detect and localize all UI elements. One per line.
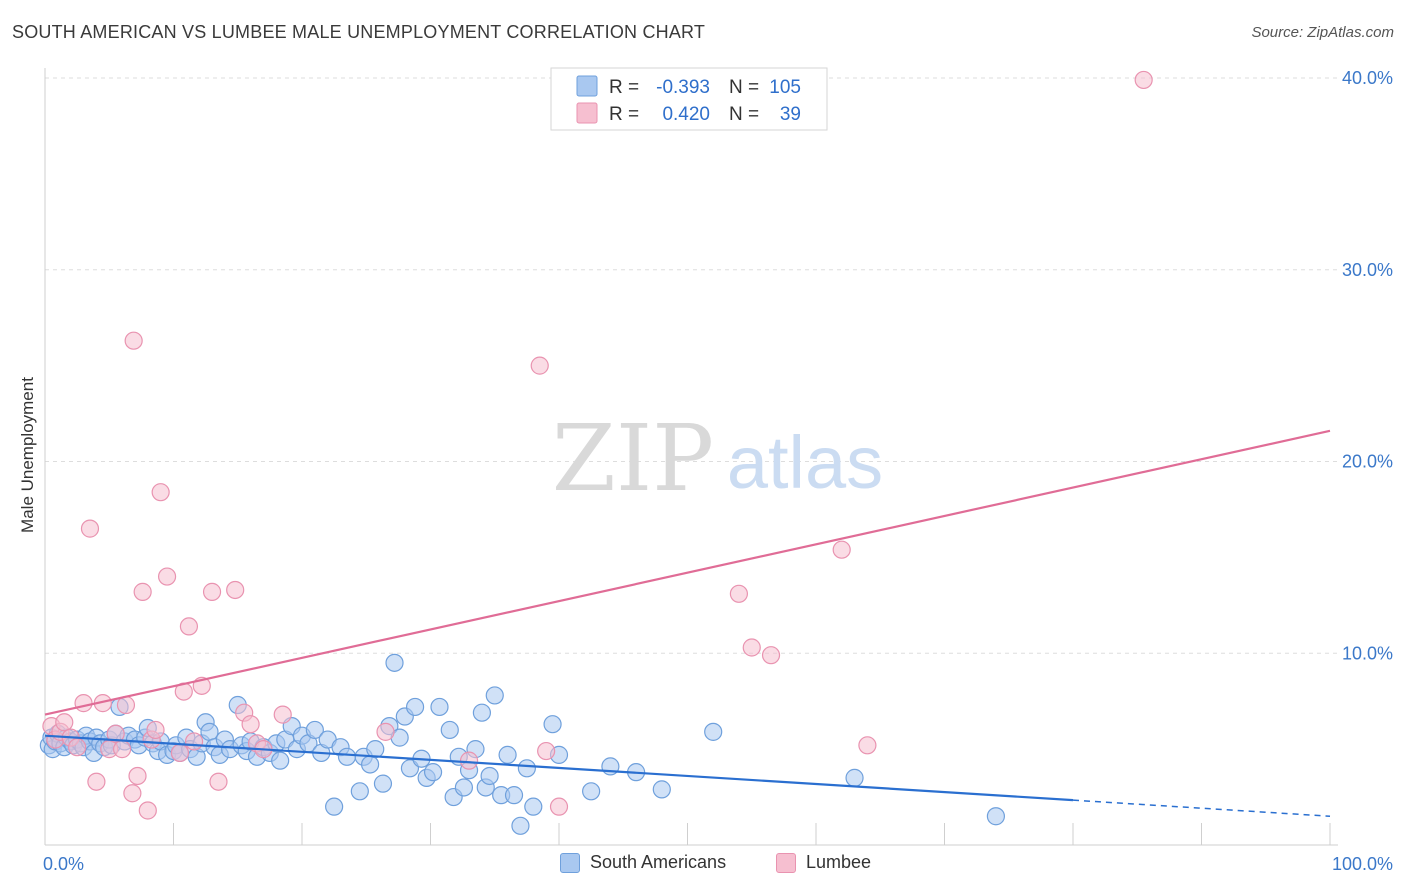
point-south-americans <box>543 715 562 734</box>
point-south-americans <box>200 722 219 741</box>
point-south-americans <box>440 720 459 740</box>
point-lumbee <box>68 738 87 757</box>
point-south-americans <box>337 747 357 766</box>
point-south-americans <box>704 722 723 741</box>
point-south-americans <box>430 697 449 717</box>
point-south-americans <box>405 697 425 717</box>
legend-n-value-blue: 105 <box>769 77 801 98</box>
point-south-americans <box>582 782 601 801</box>
point-lumbee <box>123 784 142 803</box>
point-lumbee <box>106 724 125 743</box>
point-lumbee <box>761 646 781 665</box>
chart-title: SOUTH AMERICAN VS LUMBEE MALE UNEMPLOYME… <box>12 22 706 42</box>
y-tick-label: 10.0% <box>1342 643 1393 663</box>
trend-line-south-americans <box>44 734 1074 802</box>
trend-line-south-americans-extension <box>1072 799 1331 817</box>
point-lumbee <box>832 540 851 559</box>
point-lumbee <box>241 715 260 734</box>
point-south-americans <box>485 686 504 705</box>
point-south-americans <box>350 782 369 801</box>
y-tick-label: 30.0% <box>1342 260 1393 280</box>
legend-swatch-blue <box>560 852 580 873</box>
point-lumbee <box>179 617 199 636</box>
point-lumbee <box>146 720 165 740</box>
point-lumbee <box>138 801 157 820</box>
legend-n-label-pink: N = <box>729 104 759 125</box>
legend-r-value-pink: 0.420 <box>662 104 710 125</box>
legend-n-value-pink: 39 <box>780 104 801 125</box>
legend-label-south-americans: South Americans <box>590 852 727 872</box>
legend-r-value-blue: -0.393 <box>656 77 710 98</box>
legend-swatch-pink <box>776 852 796 873</box>
point-south-americans <box>373 774 393 793</box>
point-lumbee <box>537 741 556 761</box>
point-lumbee <box>858 736 877 755</box>
point-lumbee <box>376 722 395 741</box>
point-lumbee <box>112 740 132 759</box>
trend-lines <box>44 429 1331 817</box>
point-lumbee <box>124 331 143 350</box>
point-south-americans <box>385 653 404 672</box>
point-south-americans <box>986 807 1006 826</box>
legend-n-label-blue: N = <box>729 77 759 98</box>
axes: 0.0% 100.0% <box>43 68 1393 874</box>
legend-series: South Americans Lumbee <box>0 850 1406 880</box>
point-lumbee <box>184 732 204 751</box>
point-lumbee <box>530 356 549 375</box>
point-south-americans <box>305 720 324 740</box>
point-lumbee <box>128 766 147 786</box>
point-south-americans <box>524 797 543 816</box>
point-lumbee <box>55 713 74 732</box>
source-label: Source: ZipAtlas.com <box>1251 24 1394 41</box>
point-south-americans <box>511 816 530 835</box>
legend-item-south-americans: South Americans <box>560 852 726 873</box>
point-south-americans <box>423 763 443 782</box>
legend-item-lumbee: Lumbee <box>776 852 871 873</box>
point-lumbee <box>170 743 190 763</box>
point-south-americans <box>480 766 499 786</box>
point-lumbee <box>459 751 479 770</box>
trend-line-lumbee <box>44 429 1331 716</box>
point-lumbee <box>133 582 152 601</box>
legend-label-lumbee: Lumbee <box>806 852 872 872</box>
point-lumbee <box>549 797 569 816</box>
y-tick-label: 40.0% <box>1342 68 1393 88</box>
point-south-americans <box>504 786 524 805</box>
point-lumbee <box>80 519 100 538</box>
point-lumbee <box>742 638 761 657</box>
watermark: ZIP atlas <box>552 405 883 512</box>
point-lumbee <box>157 567 177 586</box>
point-lumbee <box>273 705 292 724</box>
x-tick-label: 100.0% <box>1332 854 1393 874</box>
point-south-americans <box>271 751 290 770</box>
point-south-americans <box>845 768 864 787</box>
point-lumbee <box>87 772 106 791</box>
point-lumbee <box>226 580 245 600</box>
legend-pink-swatch <box>576 102 598 124</box>
watermark-zip: ZIP <box>552 405 714 512</box>
point-south-americans <box>498 745 517 764</box>
point-lumbee <box>151 483 170 502</box>
watermark-atlas: atlas <box>727 421 883 504</box>
point-lumbee <box>729 584 749 603</box>
legend-stats: R = -0.393 N = 105 R = 0.420 N = 39 <box>550 67 828 131</box>
y-tick-label: 20.0% <box>1342 452 1393 472</box>
point-south-americans <box>366 740 385 759</box>
point-lumbee <box>74 694 93 713</box>
point-south-americans <box>361 755 380 774</box>
point-south-americans <box>454 778 474 797</box>
point-south-americans <box>517 759 536 778</box>
legend-r-label-pink: R = <box>609 104 639 125</box>
x-tick-label: 0.0% <box>43 854 84 874</box>
legend-blue-swatch <box>576 75 598 97</box>
point-lumbee <box>202 582 222 601</box>
point-south-americans <box>652 780 671 799</box>
point-south-americans <box>472 703 491 722</box>
point-lumbee <box>209 772 228 791</box>
gridlines: 10.0% 20.0% 30.0% 40.0% <box>45 68 1393 663</box>
point-south-americans <box>325 797 344 816</box>
point-lumbee <box>1134 70 1153 90</box>
legend-r-label-blue: R = <box>609 77 639 98</box>
